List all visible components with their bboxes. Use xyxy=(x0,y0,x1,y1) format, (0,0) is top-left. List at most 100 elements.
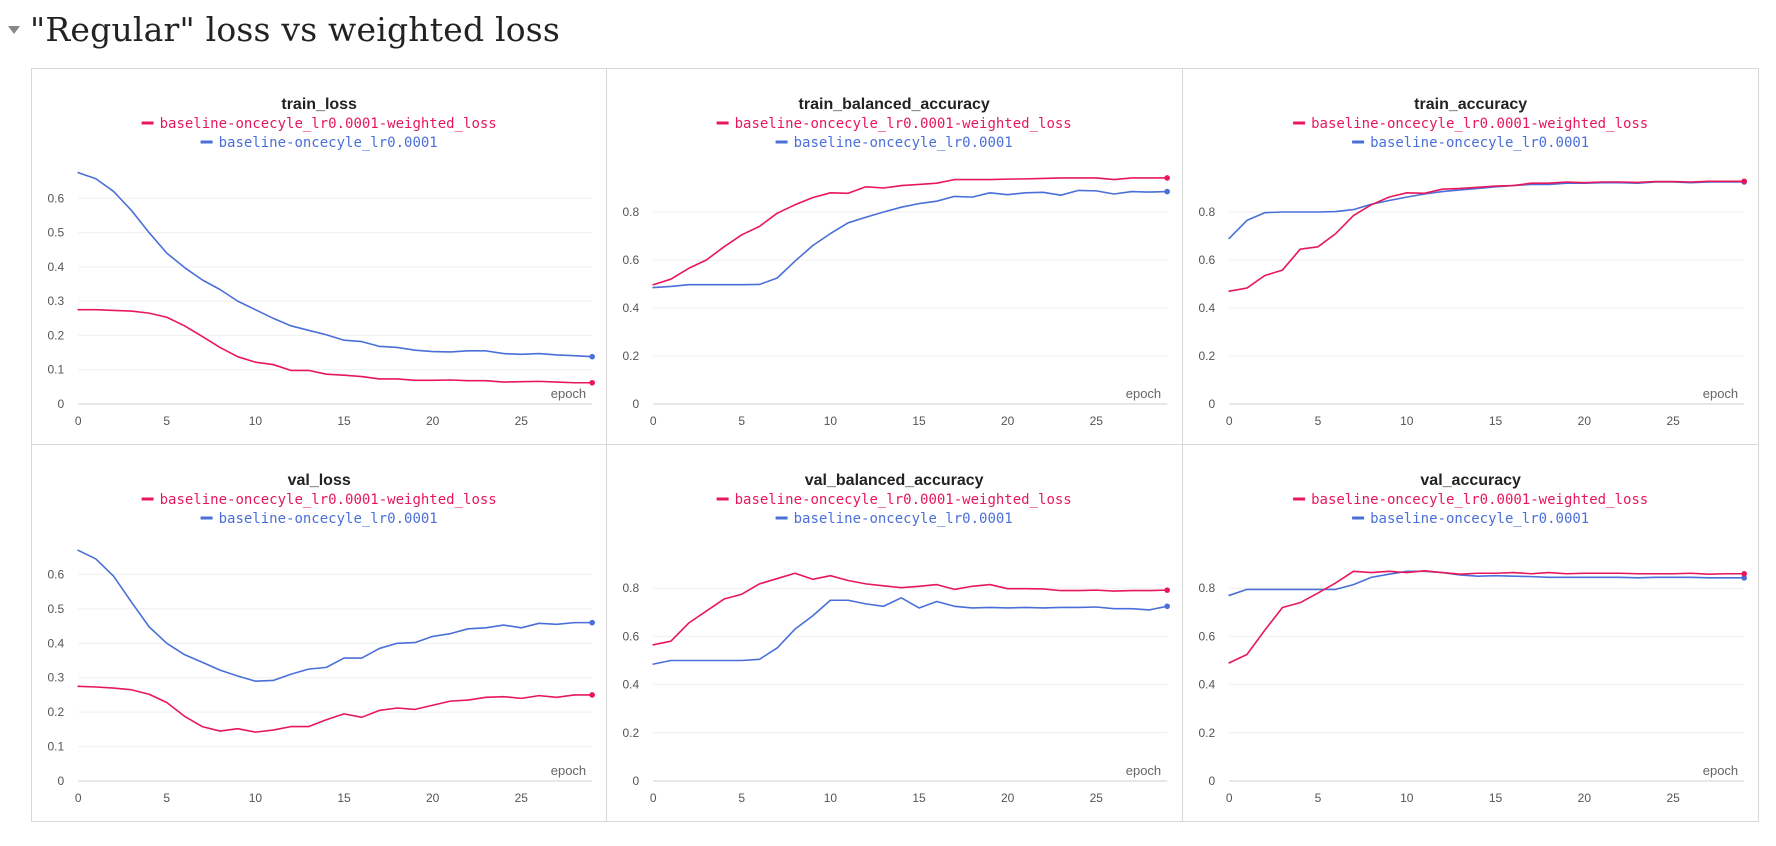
y-tick-label: 0.5 xyxy=(47,602,64,616)
chart-panel-train-loss[interactable]: train_loss baseline-oncecyle_lr0.0001-wei… xyxy=(32,69,608,445)
series-end-point xyxy=(1741,178,1747,185)
y-tick-label: 0.4 xyxy=(623,678,640,692)
y-tick-label: 0.6 xyxy=(47,567,64,581)
legend-item[interactable]: baseline-oncecyle_lr0.0001-weighted_loss xyxy=(1292,492,1648,508)
series-line[interactable] xyxy=(1228,570,1745,664)
legend-item[interactable]: baseline-oncecyle_lr0.0001-weighted_loss xyxy=(141,116,497,132)
series-end-point xyxy=(1741,570,1747,577)
y-tick-label: 0.2 xyxy=(1198,349,1215,363)
x-tick-label: 0 xyxy=(650,791,657,805)
legend-label: baseline-oncecyle_lr0.0001-weighted_loss xyxy=(735,492,1072,508)
series-end-point xyxy=(589,353,595,360)
x-tick-label: 0 xyxy=(75,414,82,428)
series-line[interactable] xyxy=(77,171,593,358)
y-tick-label: 0.1 xyxy=(47,740,64,754)
collapse-caret-icon[interactable] xyxy=(8,26,20,34)
y-tick-label: 0.8 xyxy=(623,205,640,219)
series-line[interactable] xyxy=(77,685,593,733)
legend-item[interactable]: baseline-oncecyle_lr0.0001 xyxy=(775,511,1013,527)
x-axis-label: epoch xyxy=(551,386,586,401)
x-tick-label: 5 xyxy=(739,414,746,428)
series-line[interactable] xyxy=(1228,181,1745,240)
legend-label: baseline-oncecyle_lr0.0001-weighted_loss xyxy=(1311,116,1648,132)
x-tick-label: 5 xyxy=(163,414,170,428)
x-axis-label: epoch xyxy=(1702,386,1737,401)
series-end-point xyxy=(589,619,595,626)
chart-title: val_loss xyxy=(288,472,351,489)
chart-panel-val-loss[interactable]: val_loss baseline-oncecyle_lr0.0001-weigh… xyxy=(32,445,608,821)
legend-label: baseline-oncecyle_lr0.0001-weighted_loss xyxy=(160,492,497,508)
legend-item[interactable]: baseline-oncecyle_lr0.0001 xyxy=(200,135,438,151)
series-line[interactable] xyxy=(1228,180,1745,292)
x-tick-label: 15 xyxy=(337,791,351,805)
chart-panel-val-accuracy[interactable]: val_accuracy baseline-oncecyle_lr0.0001-w… xyxy=(1183,445,1758,821)
series-line[interactable] xyxy=(77,308,593,384)
chart-panel-train-balanced-accuracy[interactable]: train_balanced_accuracy baseline-oncecyle… xyxy=(607,69,1183,445)
chart-title: train_loss xyxy=(281,96,357,113)
chart-title: train_balanced_accuracy xyxy=(799,96,990,113)
legend-item[interactable]: baseline-oncecyle_lr0.0001 xyxy=(200,511,438,527)
y-tick-label: 0 xyxy=(1208,397,1215,411)
series-end-point xyxy=(589,692,595,698)
x-tick-label: 10 xyxy=(249,414,263,428)
x-tick-label: 15 xyxy=(337,414,351,428)
series-line[interactable] xyxy=(1228,570,1745,597)
x-tick-label: 5 xyxy=(1314,414,1321,428)
x-axis-label: epoch xyxy=(1126,763,1161,778)
legend-item[interactable]: baseline-oncecyle_lr0.0001-weighted_loss xyxy=(716,492,1072,508)
y-tick-label: 0.4 xyxy=(1198,301,1215,315)
legend-item[interactable]: baseline-oncecyle_lr0.0001 xyxy=(1351,135,1589,151)
chart-svg: val_balanced_accuracy baseline-oncecyle_l… xyxy=(623,472,1171,805)
legend-item[interactable]: baseline-oncecyle_lr0.0001-weighted_loss xyxy=(141,492,497,508)
y-tick-label: 0.4 xyxy=(47,636,64,650)
section-title: "Regular" loss vs weighted loss xyxy=(30,9,561,49)
legend-item[interactable]: baseline-oncecyle_lr0.0001-weighted_loss xyxy=(1292,116,1648,132)
x-tick-label: 0 xyxy=(650,414,657,428)
series-line[interactable] xyxy=(652,597,1169,665)
x-tick-label: 10 xyxy=(1400,414,1414,428)
y-tick-label: 0.6 xyxy=(623,629,640,643)
y-tick-label: 0 xyxy=(633,397,640,411)
y-tick-label: 0 xyxy=(57,397,64,411)
series-end-point xyxy=(1164,188,1171,195)
x-tick-label: 20 xyxy=(1577,414,1591,428)
x-tick-label: 5 xyxy=(163,791,170,805)
x-tick-label: 15 xyxy=(913,791,927,805)
x-tick-label: 20 xyxy=(1577,791,1591,805)
x-tick-label: 20 xyxy=(1001,791,1015,805)
series-line[interactable] xyxy=(652,177,1169,286)
y-tick-label: 0.6 xyxy=(1198,253,1215,267)
chart-svg: train_loss baseline-oncecyle_lr0.0001-wei… xyxy=(47,96,595,428)
chart-panel-train-accuracy[interactable]: train_accuracy baseline-oncecyle_lr0.0001… xyxy=(1182,69,1758,445)
chart-panel-val-balanced-accuracy[interactable]: val_balanced_accuracy baseline-oncecyle_l… xyxy=(607,445,1183,821)
x-tick-label: 20 xyxy=(426,791,440,805)
y-tick-label: 0.8 xyxy=(1198,205,1215,219)
series-end-point xyxy=(1741,575,1747,581)
series-line[interactable] xyxy=(652,572,1169,646)
x-tick-label: 25 xyxy=(1090,791,1104,805)
y-tick-label: 0.8 xyxy=(1198,581,1215,595)
series-end-point xyxy=(1164,587,1171,593)
chart-title: val_accuracy xyxy=(1420,472,1521,489)
x-tick-label: 15 xyxy=(1489,414,1503,428)
series-line[interactable] xyxy=(652,189,1169,289)
y-tick-label: 0.1 xyxy=(47,363,64,377)
series-line[interactable] xyxy=(77,549,593,682)
y-tick-label: 0.4 xyxy=(623,301,640,315)
x-tick-label: 20 xyxy=(1001,414,1015,428)
legend-label: baseline-oncecyle_lr0.0001 xyxy=(1370,511,1589,527)
y-tick-label: 0.4 xyxy=(47,260,64,274)
y-tick-label: 0.6 xyxy=(1198,629,1215,643)
y-tick-label: 0 xyxy=(57,774,64,788)
x-tick-label: 15 xyxy=(913,414,927,428)
legend-item[interactable]: baseline-oncecyle_lr0.0001 xyxy=(1351,511,1589,527)
legend-label: baseline-oncecyle_lr0.0001-weighted_loss xyxy=(160,116,497,132)
y-tick-label: 0.4 xyxy=(1198,678,1215,692)
legend-label: baseline-oncecyle_lr0.0001 xyxy=(794,135,1013,151)
y-tick-label: 0.2 xyxy=(47,328,64,342)
x-tick-label: 0 xyxy=(1225,414,1232,428)
y-tick-label: 0.2 xyxy=(47,705,64,719)
legend-item[interactable]: baseline-oncecyle_lr0.0001-weighted_loss xyxy=(716,116,1072,132)
x-tick-label: 5 xyxy=(739,791,746,805)
legend-item[interactable]: baseline-oncecyle_lr0.0001 xyxy=(775,135,1013,151)
